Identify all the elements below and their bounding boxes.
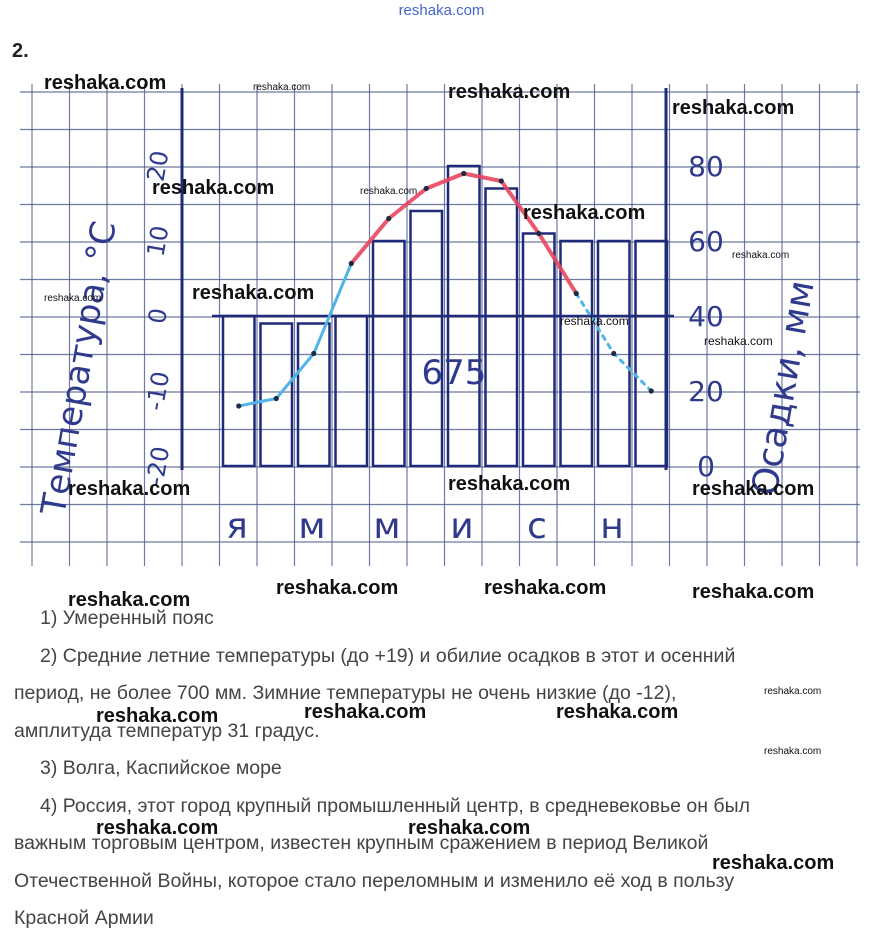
precip-bar bbox=[334, 314, 369, 468]
month-label: с bbox=[527, 506, 547, 547]
temperature-point bbox=[536, 230, 542, 237]
temperature-line-cold bbox=[237, 262, 353, 408]
temperature-point bbox=[236, 403, 242, 409]
precipitation-tick-label: 80 bbox=[688, 150, 724, 183]
watermark: reshaka.com bbox=[96, 705, 219, 727]
temperature-point bbox=[348, 260, 354, 267]
answer-line: важным торговым центром, известен крупны… bbox=[14, 832, 709, 854]
answer-line: Красной Армии bbox=[14, 907, 154, 929]
temperature-point bbox=[311, 350, 317, 357]
precip-bar bbox=[221, 314, 256, 468]
temperature-line bbox=[236, 170, 654, 409]
watermark: reshaka.com bbox=[44, 293, 102, 304]
month-label: м bbox=[298, 506, 325, 547]
precip-bar bbox=[596, 239, 631, 468]
temperature-tick-label: 10 bbox=[142, 224, 175, 259]
axes bbox=[180, 88, 668, 470]
precip-bar bbox=[371, 239, 406, 468]
temperature-point bbox=[573, 290, 579, 297]
temperature-point bbox=[498, 178, 504, 184]
watermark: reshaka.com bbox=[764, 746, 822, 757]
precip-bar bbox=[484, 187, 519, 468]
answer-line: 1) Умеренный пояс bbox=[40, 607, 214, 629]
precip-bar bbox=[521, 232, 556, 468]
precip-bar bbox=[409, 209, 444, 468]
watermark: reshaka.com bbox=[152, 177, 275, 199]
watermark: reshaka.com bbox=[704, 334, 773, 348]
watermark: reshaka.com bbox=[484, 577, 607, 599]
precipitation-tick-label: 20 bbox=[688, 375, 724, 408]
answer-line: 4) Россия, этот город крупный промышленн… bbox=[40, 794, 750, 817]
watermark: reshaka.com bbox=[276, 577, 399, 599]
watermark: reshaka.com bbox=[556, 701, 679, 723]
answer-block: 1) Умеренный пояс 2) Средние летние темп… bbox=[0, 600, 883, 938]
watermark: reshaka.com bbox=[712, 852, 835, 874]
temperature-point bbox=[611, 350, 617, 357]
watermark: reshaka.com bbox=[692, 581, 815, 603]
watermark: reshaka.com bbox=[732, 250, 790, 261]
precip-bar bbox=[259, 322, 294, 468]
temperature-line-cold bbox=[574, 292, 653, 393]
watermark: reshaka.com bbox=[253, 82, 311, 93]
precipitation-tick-label: 0 bbox=[697, 450, 715, 483]
answer-line: амплитуда температур 31 градус. bbox=[14, 719, 320, 742]
temperature-point bbox=[273, 395, 279, 402]
temperature-tick-label: 20 bbox=[142, 149, 175, 184]
annual-precipitation-label: 675 bbox=[422, 353, 487, 393]
precip-bar bbox=[634, 239, 669, 468]
watermark: reshaka.com bbox=[304, 701, 427, 723]
watermark: reshaka.com bbox=[560, 314, 629, 328]
right-axis-title: Осадки, мм bbox=[745, 277, 823, 498]
watermark: reshaka.com bbox=[408, 817, 531, 839]
task-number: 2. bbox=[12, 40, 29, 62]
temperature-point bbox=[386, 215, 392, 222]
month-label: м bbox=[373, 506, 400, 547]
precip-bars bbox=[212, 164, 674, 468]
precipitation-tick-label: 40 bbox=[688, 300, 724, 333]
watermark: reshaka.com bbox=[44, 72, 167, 94]
month-label: я bbox=[226, 506, 248, 547]
site-header[interactable]: reshaka.com bbox=[398, 2, 485, 19]
temperature-tick-label: -20 bbox=[141, 444, 175, 487]
temperature-tick-label: 0 bbox=[143, 306, 173, 326]
watermark: reshaka.com bbox=[96, 817, 219, 839]
watermark: reshaka.com bbox=[448, 81, 571, 103]
month-label: н bbox=[600, 506, 624, 547]
precip-bar bbox=[559, 239, 594, 468]
watermark: reshaka.com bbox=[192, 282, 315, 304]
answer-line: период, не более 700 мм. Зимние температ… bbox=[14, 682, 677, 704]
watermark: reshaka.com bbox=[523, 202, 646, 224]
watermark: reshaka.com bbox=[448, 473, 571, 495]
month-label: и bbox=[450, 506, 473, 547]
climate-chart: 20 10 0 -10 -20 80 60 40 20 0 Температура, °C Осадк… bbox=[20, 84, 860, 566]
watermark: reshaka.com bbox=[692, 478, 815, 500]
temperature-point bbox=[648, 388, 654, 394]
answer-line: Отечественной Войны, которое стало перел… bbox=[14, 869, 735, 892]
precipitation-tick-label: 60 bbox=[688, 225, 724, 258]
temperature-point bbox=[461, 170, 467, 177]
watermark: reshaka.com bbox=[68, 478, 191, 500]
watermark: reshaka.com bbox=[672, 97, 795, 119]
grid bbox=[20, 84, 860, 566]
answer-line: 2) Средние летние температуры (до +19) и… bbox=[40, 644, 736, 667]
watermark: reshaka.com bbox=[68, 589, 191, 611]
answer-line: 3) Волга, Каспийское море bbox=[40, 757, 282, 779]
temperature-point bbox=[423, 185, 429, 192]
watermark: reshaka.com bbox=[764, 686, 822, 697]
precip-bar bbox=[296, 322, 331, 468]
left-axis-title: Температура, °C bbox=[33, 218, 124, 519]
temperature-tick-label: -10 bbox=[141, 369, 175, 412]
watermark: reshaka.com bbox=[360, 186, 418, 197]
